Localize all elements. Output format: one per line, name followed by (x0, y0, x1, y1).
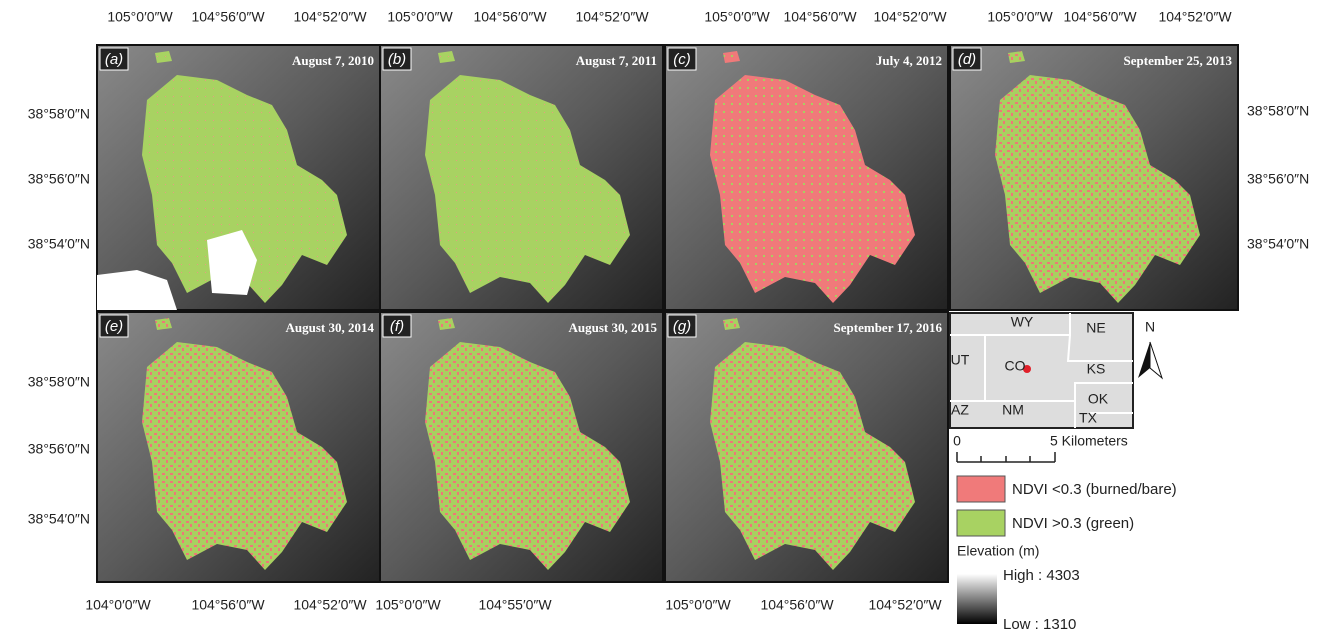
bottom-coordinate: 104°56′0″W (191, 597, 265, 613)
state-label: CO (1005, 358, 1026, 374)
left-coordinate: 38°58′0″N (28, 374, 90, 390)
map-panel: (b) August 7, 2011 (380, 45, 663, 310)
left-coordinate: 38°58′0″N (28, 106, 90, 122)
state-label: AZ (951, 402, 969, 418)
left-coordinate: 38°54′0″N (28, 511, 90, 527)
right-coordinate: 38°56′0″N (1247, 171, 1309, 187)
state-label: UT (951, 352, 970, 368)
state-label: WY (1011, 314, 1034, 330)
elevation-ramp (957, 574, 997, 624)
scale-end: 5 Kilometers (1050, 433, 1128, 449)
elevation-low: Low : 1310 (1003, 616, 1076, 633)
top-coordinate: 104°56′0″W (783, 9, 857, 25)
bottom-coordinate: 104°52′0″W (868, 597, 942, 613)
figure: (a) August 7, 2010 (b) August 7, 2011 (c) Jul… (0, 0, 1340, 637)
legend-swatch (957, 510, 1005, 536)
panel-date: August 30, 2015 (569, 320, 658, 335)
left-coordinate: 38°56′0″N (28, 441, 90, 457)
top-coordinate: 105°0′0″W (987, 9, 1053, 25)
top-coordinate: 104°56′0″W (1063, 9, 1137, 25)
map-panel: (f) August 30, 2015 (380, 312, 663, 582)
bottom-coordinate: 104°52′0″W (293, 597, 367, 613)
north-label: N (1145, 319, 1155, 335)
bottom-coordinate: 104°0′0″W (85, 597, 151, 613)
left-coordinate: 38°54′0″N (28, 236, 90, 252)
state-label: TX (1079, 410, 1098, 426)
bottom-coordinate: 104°56′0″W (760, 597, 834, 613)
map-panel: (c) July 4, 2012 (665, 45, 948, 310)
right-coordinate: 38°58′0″N (1247, 103, 1309, 119)
state-label: NM (1002, 402, 1024, 418)
top-coordinate: 105°0′0″W (107, 9, 173, 25)
scale-start: 0 (953, 433, 961, 449)
top-coordinate: 104°52′0″W (1158, 9, 1232, 25)
panel-letter: (b) (388, 51, 406, 68)
map-panel: (d) September 25, 2013 (950, 45, 1238, 310)
state-label: KS (1087, 361, 1106, 377)
top-coordinate: 104°52′0″W (575, 9, 649, 25)
panel-date: August 30, 2014 (286, 320, 375, 335)
top-coordinate: 104°56′0″W (473, 9, 547, 25)
left-coordinate: 38°56′0″N (28, 171, 90, 187)
legend-label: NDVI >0.3 (green) (1012, 515, 1134, 532)
panel-letter: (d) (958, 51, 976, 68)
panel-letter: (c) (673, 51, 691, 68)
state-label: OK (1088, 391, 1109, 407)
panel-letter: (f) (390, 318, 404, 335)
right-coordinate: 38°54′0″N (1247, 236, 1309, 252)
panel-date: July 4, 2012 (876, 53, 942, 68)
panel-date: September 17, 2016 (834, 320, 943, 335)
panel-date: September 25, 2013 (1124, 53, 1233, 68)
panel-letter: (g) (673, 318, 691, 335)
elevation-high: High : 4303 (1003, 567, 1080, 584)
top-coordinate: 104°52′0″W (293, 9, 367, 25)
top-coordinate: 105°0′0″W (704, 9, 770, 25)
north-arrow (1138, 342, 1150, 378)
locator-inset: WY NE UT CO KS AZ NM OK TX (950, 313, 1133, 428)
map-panel: (e) August 30, 2014 (97, 312, 380, 582)
panel-letter: (a) (105, 51, 123, 68)
map-panel: (g) September 17, 2016 (665, 312, 948, 582)
bottom-coordinate: 105°0′0″W (665, 597, 731, 613)
panel-date: August 7, 2010 (292, 53, 374, 68)
panel-letter: (e) (105, 318, 123, 335)
top-coordinate: 104°56′0″W (191, 9, 265, 25)
panel-date: August 7, 2011 (576, 53, 657, 68)
north-arrow-half (1150, 342, 1162, 378)
state-label: NE (1086, 320, 1105, 336)
legend-label: NDVI <0.3 (burned/bare) (1012, 481, 1177, 498)
top-coordinate: 104°52′0″W (873, 9, 947, 25)
top-coordinate: 105°0′0″W (387, 9, 453, 25)
bottom-coordinate: 104°55′0″W (478, 597, 552, 613)
scale-bar (957, 452, 1055, 462)
bottom-coordinate: 105°0′0″W (375, 597, 441, 613)
elevation-title: Elevation (m) (957, 543, 1039, 559)
legend-swatch (957, 476, 1005, 502)
map-panel: (a) August 7, 2010 (97, 45, 380, 310)
